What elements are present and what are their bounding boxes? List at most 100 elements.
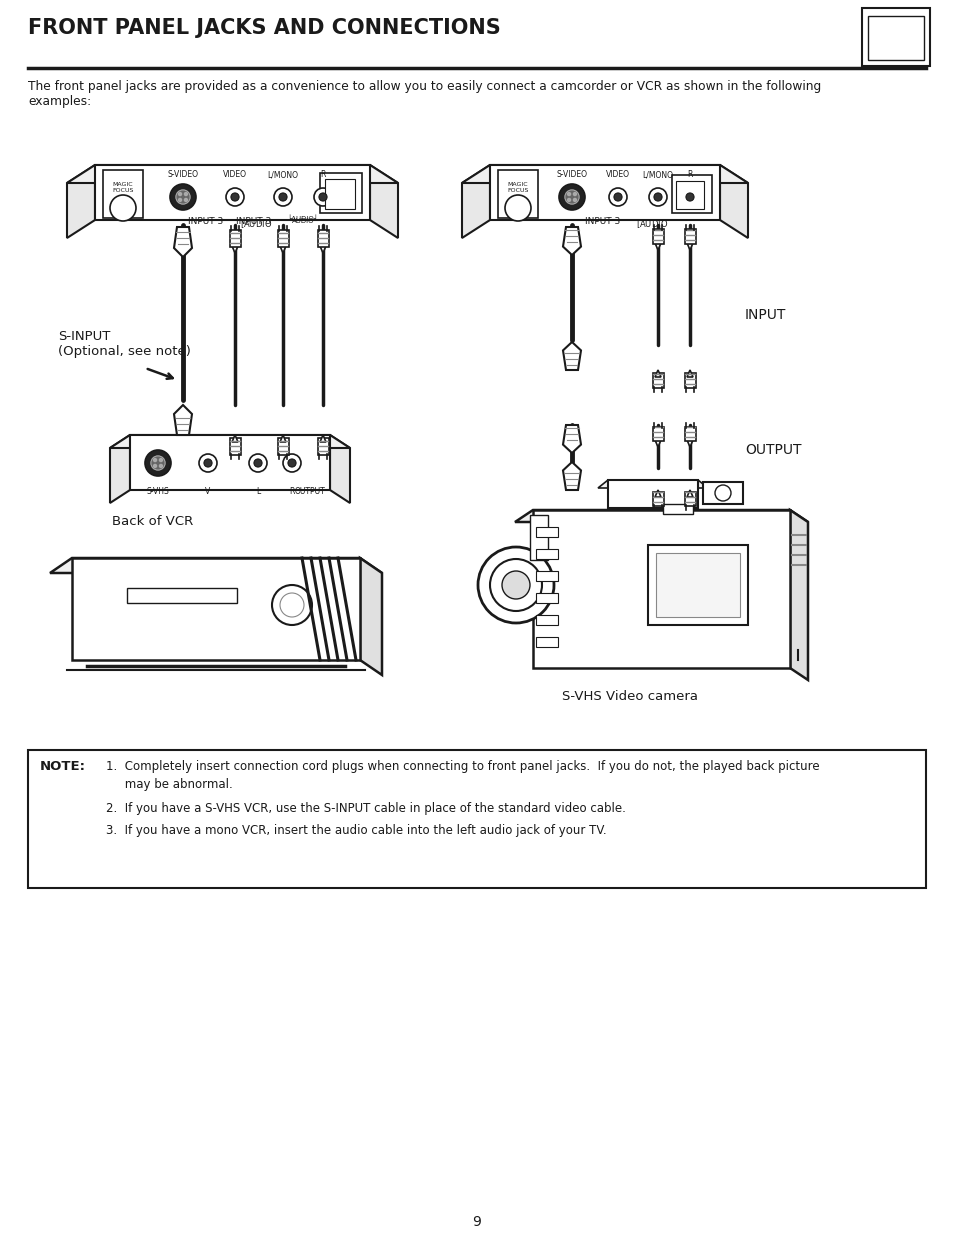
Circle shape	[653, 193, 661, 201]
Text: MAGIC
FOCUS: MAGIC FOCUS	[112, 182, 133, 193]
Text: INPUT 3: INPUT 3	[236, 217, 272, 226]
Bar	[319, 173, 361, 212]
Text: INPUT 3: INPUT 3	[584, 217, 619, 226]
Bar	[317, 438, 329, 454]
Bar	[71, 558, 359, 659]
Circle shape	[280, 593, 304, 618]
Polygon shape	[280, 246, 286, 253]
Bar	[684, 492, 696, 506]
Text: S-VHS: S-VHS	[147, 487, 170, 496]
Circle shape	[680, 188, 699, 206]
Circle shape	[199, 454, 216, 472]
Bar	[647, 545, 747, 625]
Polygon shape	[110, 435, 350, 448]
Polygon shape	[461, 165, 747, 183]
Bar	[684, 228, 696, 245]
Bar	[536, 593, 558, 603]
Polygon shape	[359, 558, 381, 676]
Circle shape	[714, 485, 730, 501]
Circle shape	[110, 195, 136, 221]
Circle shape	[283, 454, 301, 472]
Text: VIDEO: VIDEO	[605, 170, 629, 179]
Circle shape	[685, 193, 694, 201]
Circle shape	[178, 193, 181, 195]
Bar	[702, 482, 742, 504]
Polygon shape	[562, 425, 580, 453]
Text: OUTPUT: OUTPUT	[744, 443, 801, 457]
Bar	[684, 427, 696, 441]
Polygon shape	[232, 435, 237, 442]
Circle shape	[274, 188, 292, 206]
Polygon shape	[562, 462, 580, 490]
Text: 3.  If you have a mono VCR, insert the audio cable into the left audio jack of y: 3. If you have a mono VCR, insert the au…	[106, 824, 606, 837]
Bar	[497, 170, 537, 219]
Circle shape	[153, 458, 156, 462]
Bar	[490, 165, 720, 220]
Circle shape	[170, 184, 195, 210]
Bar	[536, 527, 558, 537]
Polygon shape	[461, 165, 490, 238]
Circle shape	[501, 571, 530, 599]
Circle shape	[288, 459, 295, 467]
Polygon shape	[515, 510, 807, 522]
Polygon shape	[173, 405, 192, 435]
Text: NOTE:: NOTE:	[40, 760, 86, 773]
Text: 1.  Completely insert connection cord plugs when connecting to front panel jacks: 1. Completely insert connection cord plu…	[106, 760, 819, 773]
Text: 9: 9	[472, 1215, 481, 1229]
Text: may be abnormal.: may be abnormal.	[106, 778, 233, 790]
Bar	[127, 588, 236, 603]
Bar	[317, 230, 329, 247]
Text: V: V	[205, 487, 211, 496]
Bar	[652, 427, 663, 441]
Bar	[277, 438, 289, 454]
Bar	[662, 504, 692, 514]
Polygon shape	[655, 370, 660, 377]
Polygon shape	[789, 510, 807, 680]
Polygon shape	[720, 165, 747, 238]
Circle shape	[178, 199, 181, 201]
Bar	[530, 515, 547, 559]
Text: S-VIDEO: S-VIDEO	[168, 170, 198, 179]
Text: 2.  If you have a S-VHS VCR, use the S-INPUT cable in place of the standard vide: 2. If you have a S-VHS VCR, use the S-IN…	[106, 802, 625, 815]
Text: L/MONO: L/MONO	[267, 170, 298, 179]
Circle shape	[608, 188, 626, 206]
Circle shape	[567, 199, 570, 201]
Text: VIDEO: VIDEO	[223, 170, 247, 179]
Text: OUTPUT: OUTPUT	[294, 487, 325, 496]
Bar	[230, 230, 241, 247]
Polygon shape	[67, 165, 95, 238]
Text: Back of VCR: Back of VCR	[112, 515, 193, 529]
Bar	[536, 571, 558, 580]
Text: $\lfloor$AUDIO: $\lfloor$AUDIO	[240, 219, 272, 230]
Circle shape	[226, 188, 244, 206]
Polygon shape	[232, 246, 237, 253]
Bar	[536, 550, 558, 559]
Bar	[533, 510, 789, 668]
Circle shape	[490, 559, 541, 611]
Circle shape	[249, 454, 267, 472]
Polygon shape	[330, 435, 350, 503]
Bar	[536, 615, 558, 625]
Bar	[652, 492, 663, 506]
Circle shape	[184, 199, 187, 201]
Polygon shape	[110, 435, 130, 503]
Circle shape	[231, 193, 239, 201]
Text: S-VIDEO: S-VIDEO	[556, 170, 587, 179]
Bar	[536, 637, 558, 647]
Bar	[656, 553, 740, 618]
Text: INPUT: INPUT	[744, 308, 785, 322]
Bar	[652, 228, 663, 245]
Polygon shape	[50, 558, 381, 573]
Circle shape	[504, 195, 531, 221]
Polygon shape	[562, 342, 580, 370]
Text: R: R	[289, 487, 294, 496]
Polygon shape	[686, 440, 692, 447]
Polygon shape	[686, 490, 692, 496]
Circle shape	[278, 193, 287, 201]
Circle shape	[153, 464, 156, 467]
Circle shape	[648, 188, 666, 206]
Polygon shape	[67, 165, 397, 183]
Polygon shape	[319, 435, 326, 442]
Circle shape	[558, 184, 584, 210]
Bar	[95, 165, 370, 220]
